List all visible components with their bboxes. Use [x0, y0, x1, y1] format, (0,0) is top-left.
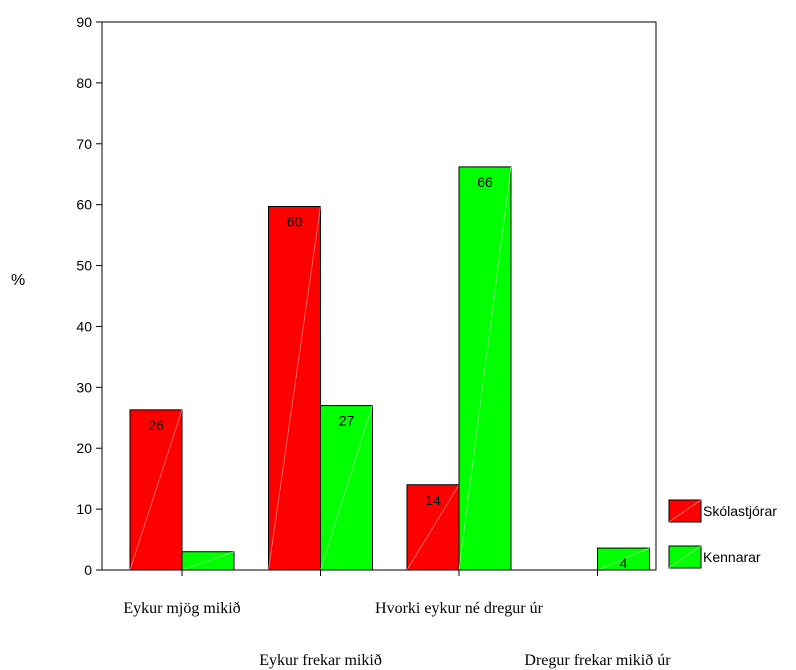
bar-hatch: [458, 166, 512, 571]
plot-frame: [101, 21, 657, 571]
data-label: 4: [620, 555, 628, 571]
legend-label: Kennarar: [703, 549, 761, 565]
data-label: 66: [477, 174, 493, 190]
y-tick-label: 10: [76, 501, 92, 517]
y-tick-label: 60: [76, 197, 92, 213]
y-tick-label: 0: [84, 562, 92, 578]
data-label: 14: [425, 492, 441, 508]
y-tick-label: 80: [76, 75, 92, 91]
y-tick-label: 30: [76, 379, 92, 395]
legend-label: Skólastjórar: [703, 503, 777, 519]
y-tick-label: 50: [76, 258, 92, 274]
y-tick-label: 40: [76, 318, 92, 334]
y-tick-label: 70: [76, 136, 92, 152]
legend-swatch-hatch: [668, 545, 702, 569]
category-label: Eykur mjög mikið: [123, 600, 240, 617]
y-axis-label: %: [11, 272, 25, 289]
data-label: 27: [339, 413, 355, 429]
category-label: Eykur frekar mikið: [259, 652, 382, 669]
category-label: Dregur frekar mikið úr: [524, 652, 671, 669]
y-tick-label: 90: [76, 14, 92, 30]
data-label: 60: [287, 213, 303, 229]
bar-hatch: [268, 206, 321, 571]
legend-swatch-hatch: [668, 499, 702, 523]
data-label: 26: [148, 417, 164, 433]
bar-hatch: [597, 547, 650, 571]
category-label: Hvorki eykur né dregur úr: [375, 600, 544, 617]
bar-hatch: [320, 405, 373, 571]
bar-hatch: [406, 484, 460, 571]
y-tick-label: 20: [76, 440, 92, 456]
bar-hatch: [129, 409, 183, 571]
bar-hatch: [181, 551, 235, 571]
